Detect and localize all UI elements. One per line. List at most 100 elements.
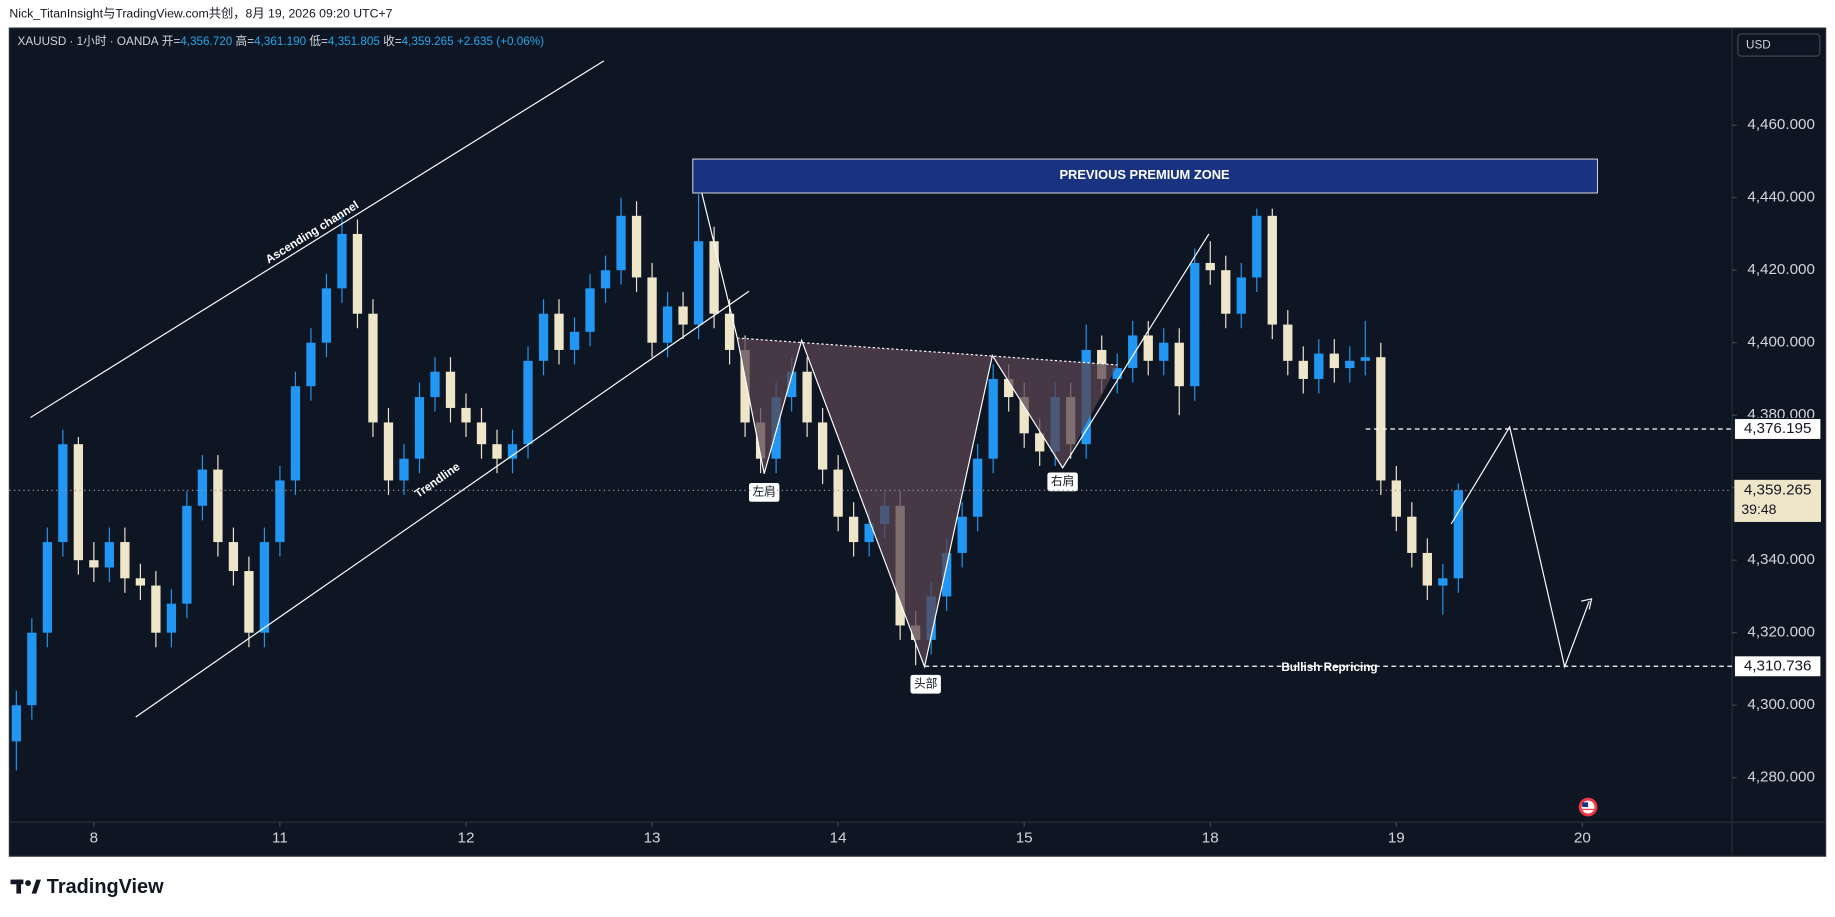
candle-body	[988, 378, 998, 459]
logo-slash	[31, 879, 41, 894]
y-tick-label: 4,320.000	[1747, 624, 1815, 641]
last-price-label: 4,359.265	[1744, 481, 1812, 498]
candle-body	[1407, 516, 1417, 553]
candle-body	[1174, 342, 1184, 387]
logo-dot	[25, 880, 32, 887]
legend-value: 4,356.720	[180, 35, 233, 48]
trend-line	[135, 290, 750, 718]
header: Nick_TitanInsight与TradingView.com共创，8月 1…	[9, 6, 392, 20]
candle-body	[1143, 335, 1153, 361]
y-tick-label: 4,280.000	[1747, 769, 1815, 786]
pattern-line	[699, 184, 1210, 669]
candle-body	[678, 306, 688, 325]
candle-body	[1128, 335, 1138, 369]
candle-body	[492, 444, 502, 459]
candle-body	[662, 306, 673, 343]
candle-body	[740, 349, 750, 423]
candle-body	[228, 542, 239, 572]
candle-body	[135, 578, 146, 586]
candle-body	[461, 407, 471, 423]
candle-body	[507, 444, 518, 459]
legend-label: 低=	[309, 35, 328, 48]
legend-label: 收=	[383, 34, 402, 48]
premium-zone	[692, 158, 1598, 194]
head-label: 头部	[914, 676, 938, 690]
candle-body	[864, 523, 874, 543]
channel-line	[30, 60, 605, 419]
candle-body	[1298, 360, 1308, 379]
left-shoulder-label: 左肩	[752, 485, 775, 499]
candle-body	[973, 458, 983, 517]
flag-canton[interactable]	[1582, 802, 1589, 808]
legend-label: 高=	[236, 34, 255, 48]
candle-body	[352, 233, 363, 314]
x-tick-label: 11	[272, 830, 288, 847]
candle-body	[585, 288, 595, 332]
price-label: 4,310.736	[1744, 657, 1812, 674]
candle-body	[166, 603, 177, 633]
x-tick-label: 20	[1574, 830, 1591, 847]
pattern-fill	[737, 338, 1118, 667]
candle-body	[11, 705, 21, 742]
candle-body	[1236, 277, 1246, 314]
projection	[1450, 425, 1590, 669]
projection-arrow	[1580, 598, 1593, 610]
x-tick-label: 12	[458, 830, 475, 847]
drawings	[30, 60, 1593, 718]
candle-body	[306, 342, 316, 387]
candle-body	[1391, 480, 1401, 517]
y-tick-label: 4,400.000	[1747, 334, 1815, 351]
candle-body	[476, 422, 487, 445]
right-shoulder-label: 右肩	[1051, 474, 1074, 488]
x-tick-label: 13	[644, 830, 661, 847]
x-tick-label: 19	[1388, 830, 1405, 847]
legend-change: +2.635 (+0.06%)	[457, 35, 544, 48]
candle-body	[786, 371, 797, 398]
candle-body	[89, 560, 99, 568]
brand: TradingView	[47, 876, 164, 898]
candle-body	[259, 542, 270, 633]
brand-logo	[10, 879, 41, 894]
candle-body	[42, 542, 53, 633]
candle-body	[724, 313, 735, 350]
legend-symbol: XAUUSD · 1小时 · OANDA	[18, 35, 159, 48]
zone-label: PREVIOUS PREMIUM ZONE	[1059, 167, 1230, 182]
event-flag[interactable]	[1578, 797, 1598, 817]
x-tick-label: 15	[1016, 830, 1033, 847]
logo-stem	[16, 879, 22, 894]
right-shoulder-box	[1047, 472, 1078, 492]
candle-body	[151, 585, 161, 633]
legend: XAUUSD · 1小时 · OANDA 开=4,356.720 高=4,361…	[18, 34, 545, 48]
candle-body	[1360, 357, 1370, 361]
currency-button[interactable]	[1737, 33, 1821, 57]
x-tick-label: 8	[90, 830, 98, 847]
repricing-label: Bullish Repricing	[1281, 661, 1377, 674]
axes: 4,280.0004,300.0004,320.0004,340.0004,36…	[90, 116, 1815, 846]
candle-body	[414, 397, 425, 459]
candle-body	[290, 386, 301, 481]
x-tick-label: 18	[1202, 830, 1219, 847]
candle-body	[321, 288, 332, 343]
currency-label[interactable]: USD	[1746, 39, 1771, 52]
candle-body	[383, 422, 394, 481]
candle-body	[120, 542, 130, 579]
candle-body	[1422, 552, 1432, 586]
candle-body	[1252, 215, 1262, 278]
candle-body	[1267, 215, 1277, 325]
candle-body	[337, 233, 347, 289]
candle-body	[27, 632, 37, 706]
candle-body	[445, 371, 456, 408]
candle-body	[554, 313, 564, 350]
legend-value: 4,359.265	[402, 35, 455, 48]
candle-body	[1329, 353, 1339, 369]
candle-body	[1035, 433, 1045, 452]
countdown: 39:48	[1741, 501, 1776, 517]
candle-body	[1314, 353, 1324, 379]
candle-body	[1004, 378, 1014, 398]
candle-body	[569, 331, 580, 350]
candle-body	[693, 241, 704, 325]
candle-body	[802, 371, 812, 423]
candle-body	[1283, 324, 1293, 361]
